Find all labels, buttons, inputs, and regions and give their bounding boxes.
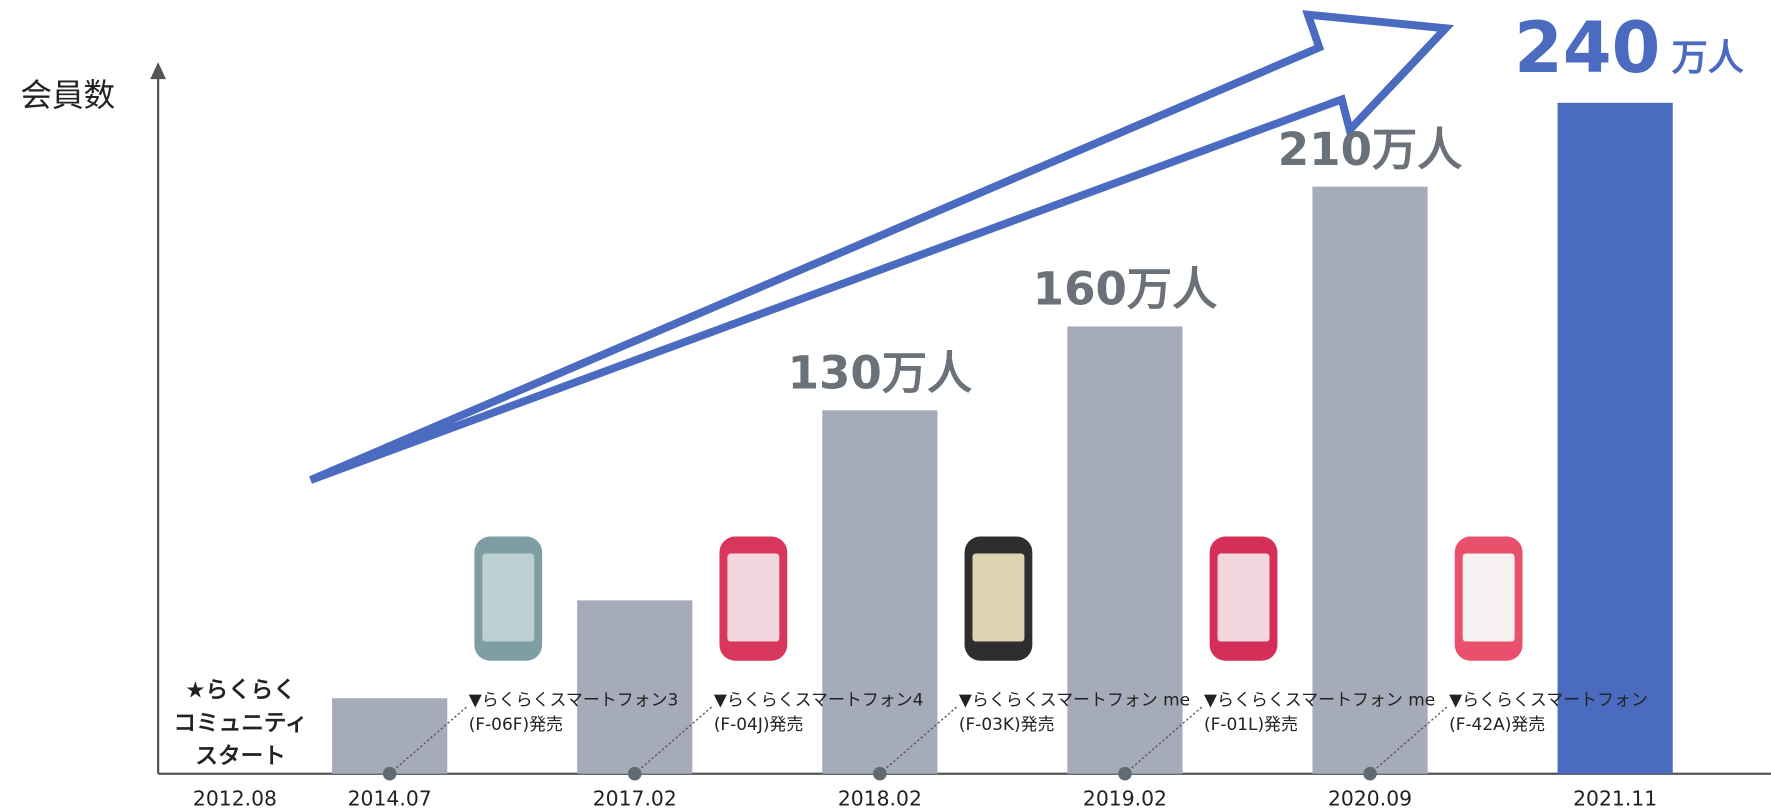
start-note: コミュニティ [174,711,308,737]
bar [1557,102,1673,774]
phone-screen [972,553,1025,642]
bar [1067,326,1183,774]
release-note: (F-06F)発売 [469,714,563,734]
unit-label: 万人 [1672,36,1744,79]
x-tick-label: 2014.07 [348,787,432,811]
release-note: (F-01L)発売 [1204,714,1298,734]
release-dot [873,766,887,781]
value-label: 160万人 [1033,263,1218,316]
phone-screen [482,553,535,642]
release-note: (F-04J)発売 [714,714,804,734]
release-note: ▼らくらくスマートフォン me [959,689,1190,709]
x-tick-label: 2012.08 [193,787,277,811]
y-axis-arrow [150,62,167,80]
value-label: 210万人 [1278,123,1463,176]
release-note: ▼らくらくスマートフォン4 [714,689,924,709]
leader-line [879,706,958,775]
x-tick-label: 2017.02 [593,787,677,811]
release-note: ▼らくらくスマートフォン [1449,689,1648,709]
bar [577,600,693,774]
release-note: (F-42A)発売 [1449,714,1545,734]
bar [822,410,938,774]
release-dot [627,766,642,781]
release-dot [1118,766,1132,781]
release-note: (F-03K)発売 [959,714,1055,734]
release-dot [382,766,397,781]
start-note: スタート [195,743,285,769]
bar [332,698,448,774]
phone-screen [1462,553,1515,642]
x-tick-label: 2021.11 [1573,787,1657,811]
leader-line [1369,706,1448,775]
phone-screen [1217,553,1270,642]
leader-line [1124,706,1203,775]
start-note: ★らくらく [185,678,296,704]
bar [1312,186,1428,774]
phone-screen [727,553,780,642]
value-label: 240 [1514,7,1660,89]
release-dot [1363,766,1377,781]
x-tick-label: 2019.02 [1083,787,1167,811]
release-note: ▼らくらくスマートフォン3 [469,689,679,709]
y-axis-label: 会員数 [20,78,115,114]
value-label: 130万人 [788,346,973,399]
leader-line [634,706,713,775]
release-note: ▼らくらくスマートフォン me [1204,689,1435,709]
x-tick-label: 2020.09 [1328,787,1412,811]
x-tick-label: 2018.02 [838,787,922,811]
growth-arrow [309,10,1455,484]
leader-line [389,706,467,775]
